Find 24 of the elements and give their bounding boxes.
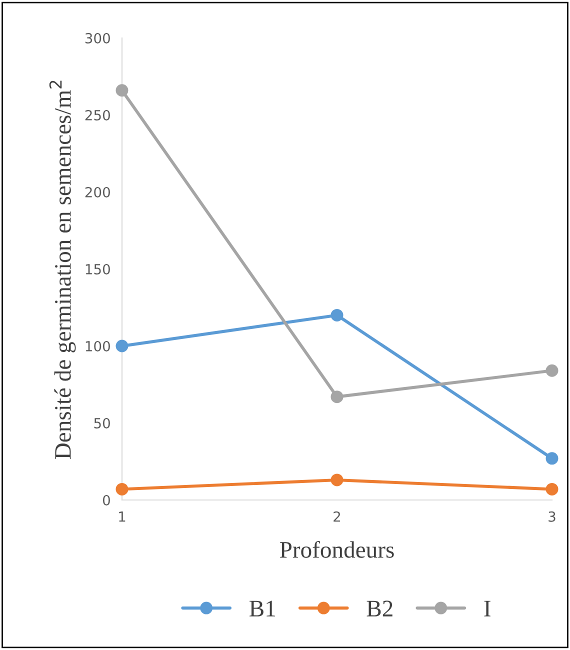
point — [546, 452, 558, 465]
point — [330, 390, 344, 404]
point — [116, 84, 128, 97]
point — [330, 474, 344, 486]
x-tick-label: 2 — [334, 511, 340, 522]
x-tick-label: 3 — [548, 511, 556, 522]
y-tick-label: 100 — [86, 340, 110, 352]
y-tick-label: 250 — [85, 110, 110, 120]
point — [546, 364, 558, 377]
y-tick-label: 50 — [94, 418, 110, 428]
y-tick-label: 200 — [85, 186, 110, 198]
legend-label: B2 — [366, 600, 392, 616]
point — [116, 340, 128, 352]
y-tick-label: 150 — [86, 264, 110, 274]
point — [116, 482, 128, 496]
point — [546, 482, 558, 496]
y-tick-label: 0 — [102, 494, 110, 506]
x-axis-title: Profondeurs — [280, 540, 394, 558]
y-tick-label: 300 — [85, 32, 110, 44]
x-tick-label: 1 — [119, 512, 126, 522]
y-axis-title: Densité de germination en semences/m$^{2}$ — [49, 80, 76, 459]
legend-label: I — [484, 600, 490, 616]
point — [330, 308, 344, 322]
legend-label: B1 — [250, 600, 275, 616]
